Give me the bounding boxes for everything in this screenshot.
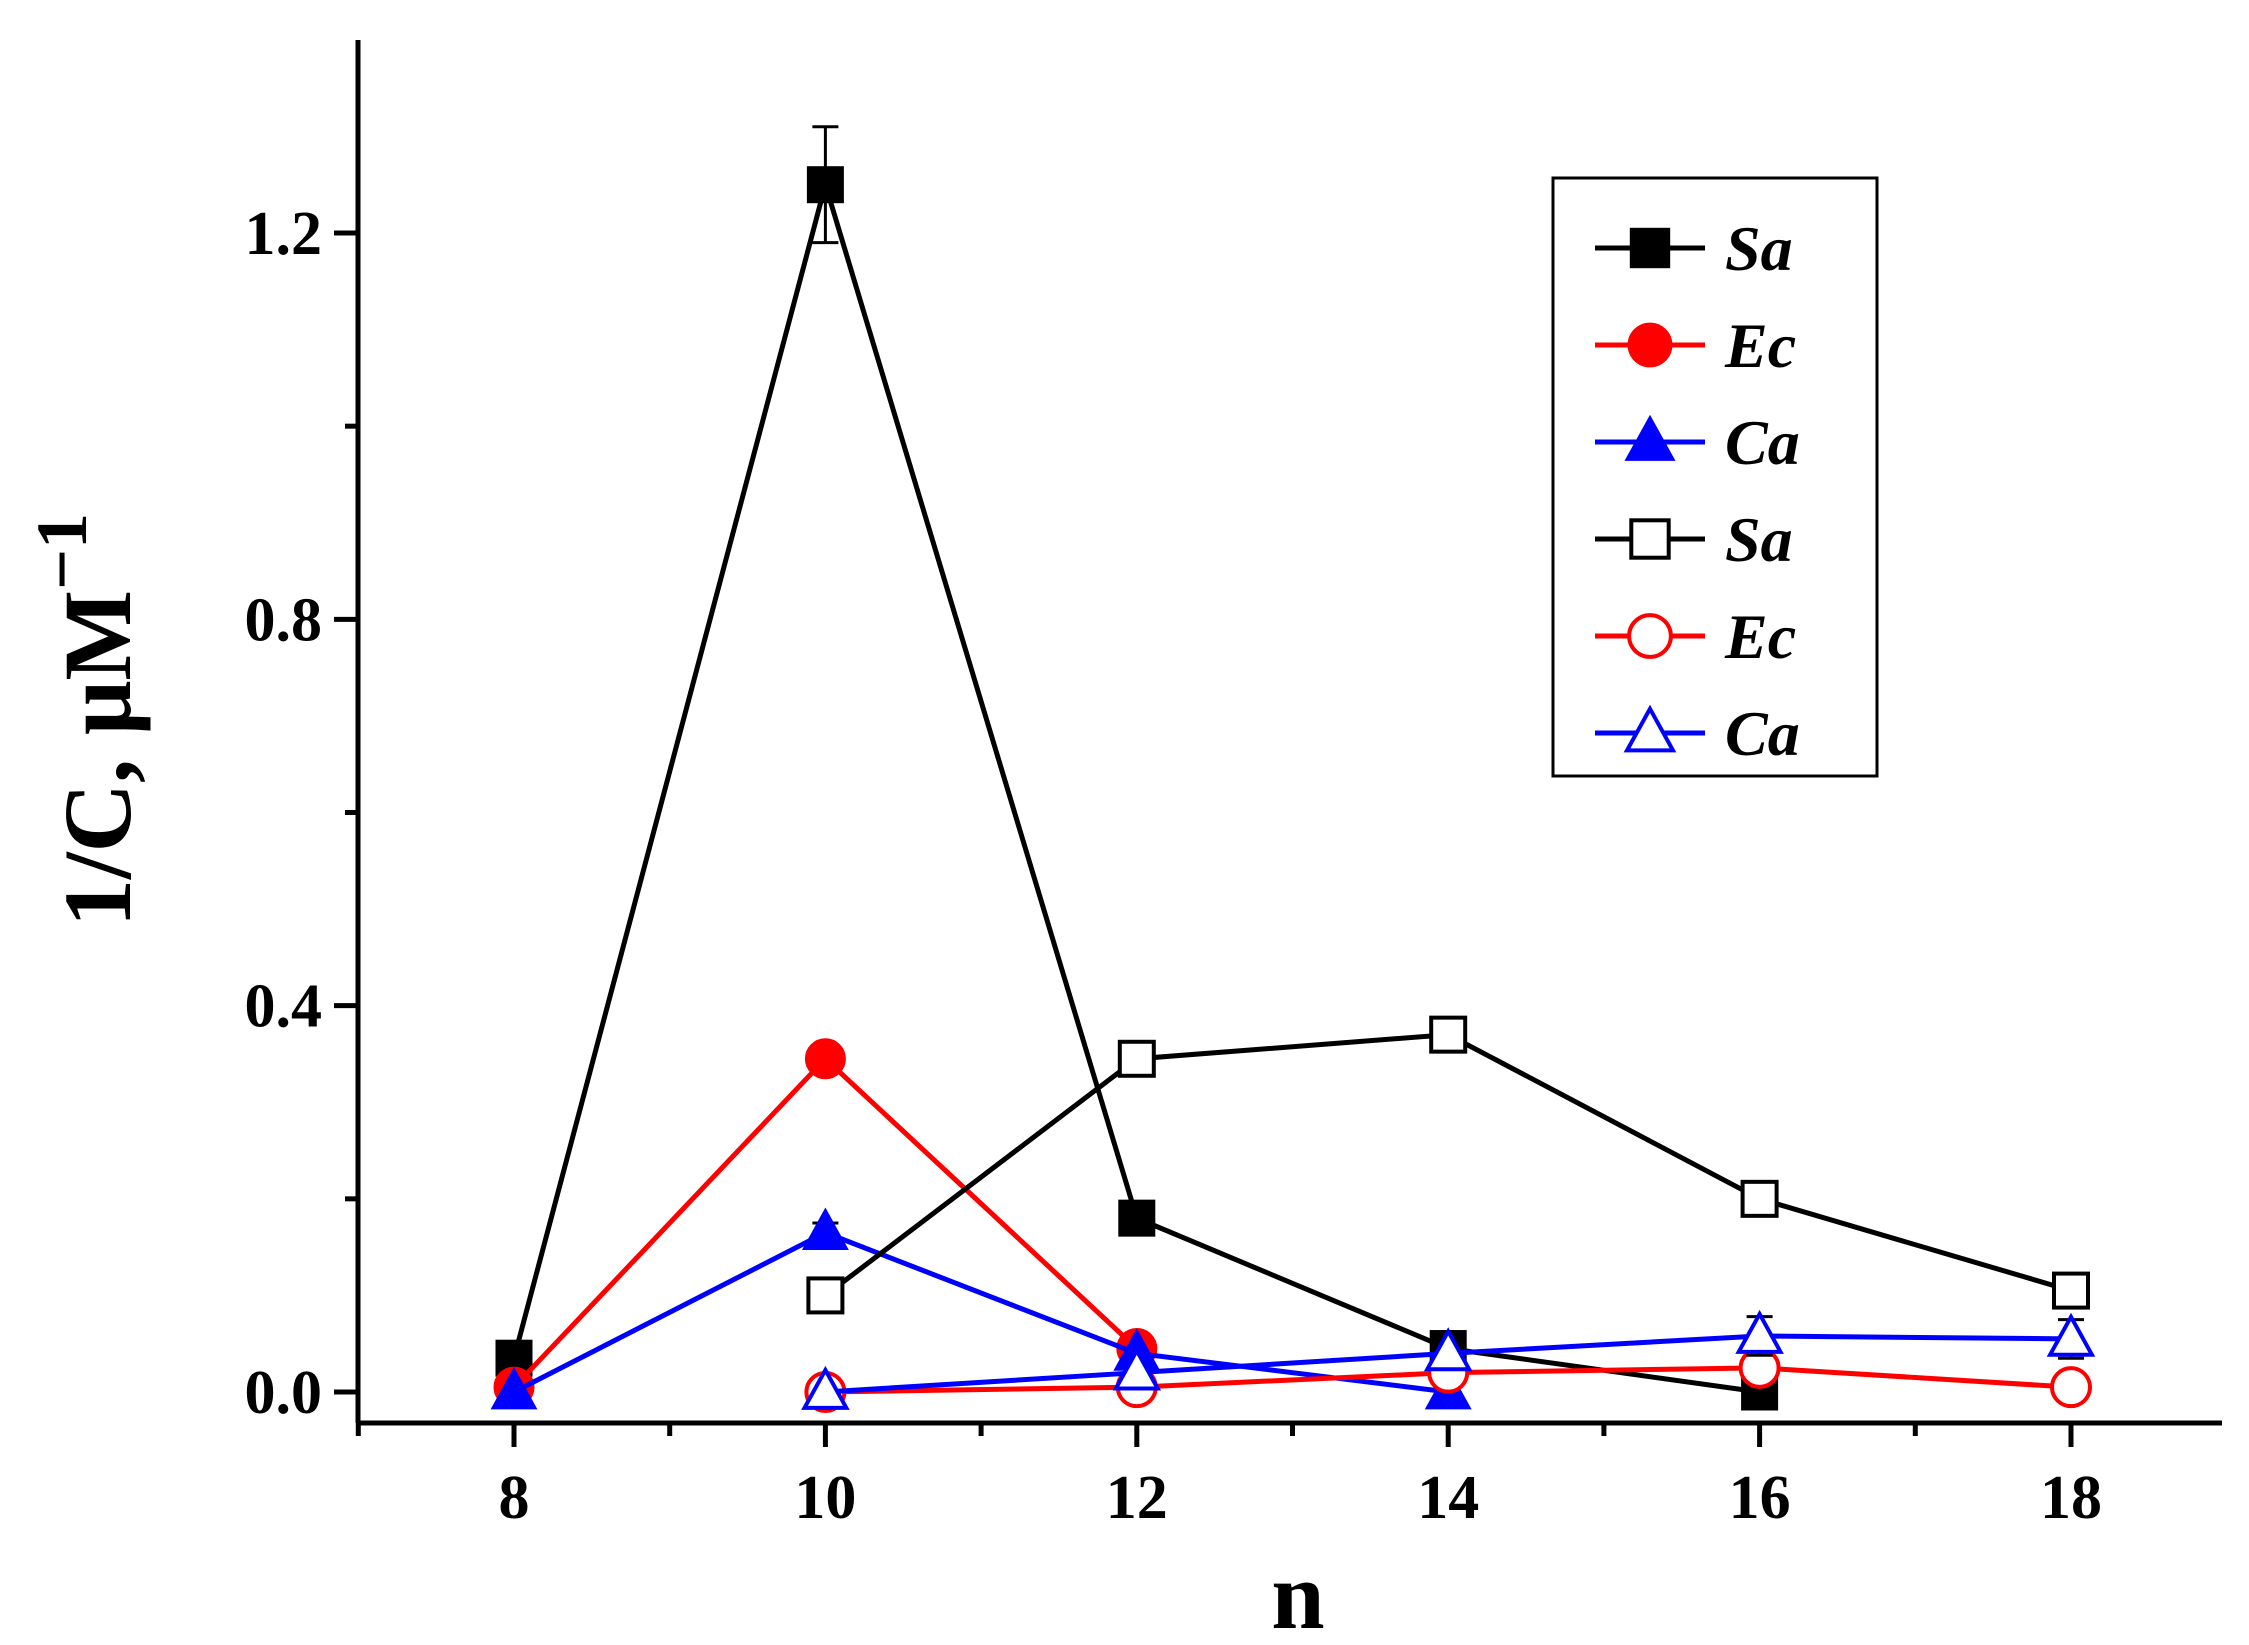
- legend-marker: [1623, 704, 1677, 753]
- data-point: [2046, 1312, 2096, 1357]
- x-tick-label: 8: [499, 1464, 530, 1532]
- x-tick-label: 12: [1106, 1464, 1168, 1532]
- y-tick-label: 0.0: [245, 1359, 323, 1427]
- legend-marker: [1629, 518, 1671, 560]
- legend-marker: [1627, 613, 1673, 659]
- x-tick-label: 14: [1417, 1464, 1479, 1532]
- legend-label: Sa: [1725, 213, 1793, 284]
- legend-box: [1551, 176, 1879, 778]
- series-sa-open: [806, 1015, 2090, 1315]
- legend-label: Ec: [1724, 310, 1796, 381]
- legend-item: Sa: [1595, 213, 1793, 284]
- legend-label: Ec: [1724, 601, 1796, 672]
- series-line: [512, 1229, 1449, 1395]
- y-axis-title-main: 1/C, μM: [44, 590, 151, 927]
- y-tick-label: 0.4: [245, 973, 323, 1041]
- legend: Sa Ec Ca Sa Ec Ca: [1551, 176, 1879, 778]
- data-point: [490, 1366, 538, 1410]
- data-point: [1735, 1309, 1784, 1354]
- legend-marker: [1627, 322, 1673, 368]
- y-axis-title-superscript: −1: [22, 513, 102, 590]
- x-tick-label: 18: [2040, 1464, 2102, 1532]
- x-axis-title: n: [1271, 1542, 1324, 1640]
- x-tick-label: 16: [1729, 1464, 1791, 1532]
- legend-marker: [1629, 227, 1671, 269]
- data-point: [2050, 1366, 2092, 1409]
- data-point: [1423, 1327, 1473, 1372]
- data-point: [1429, 1015, 1468, 1054]
- legend-item: Ec: [1595, 310, 1796, 381]
- legend-label: Ca: [1725, 698, 1800, 769]
- legend-item: Ec: [1595, 601, 1796, 672]
- y-axis-title: 1/C, μM−1: [22, 513, 151, 927]
- legend-marker: [1624, 414, 1676, 461]
- data-point: [1117, 1039, 1156, 1078]
- data-point: [801, 1207, 849, 1250]
- legend-item: Sa: [1595, 504, 1793, 575]
- y-tick-label: 1.2: [245, 200, 323, 268]
- series-ca-open: [801, 1309, 2096, 1410]
- legend-label: Ca: [1725, 407, 1800, 478]
- data-point: [806, 166, 844, 204]
- legend-label: Sa: [1725, 504, 1793, 575]
- axes: 8 10 12 14 16 18 0.0 0.4 0.8 1.2: [245, 40, 2222, 1532]
- legend-item: Ca: [1595, 407, 1800, 478]
- series-group: [490, 125, 2096, 1413]
- x-tick-label: 10: [794, 1464, 856, 1532]
- data-point: [801, 1365, 850, 1410]
- data-point: [806, 1276, 845, 1315]
- data-point: [2052, 1271, 2090, 1310]
- series-line: [823, 1032, 2072, 1298]
- data-point: [1118, 1199, 1156, 1237]
- y-tick-label: 0.8: [245, 586, 323, 654]
- legend-item: Ca: [1595, 698, 1800, 769]
- data-point: [1112, 1346, 1162, 1391]
- data-point: [804, 1038, 846, 1080]
- data-point: [1740, 1179, 1779, 1218]
